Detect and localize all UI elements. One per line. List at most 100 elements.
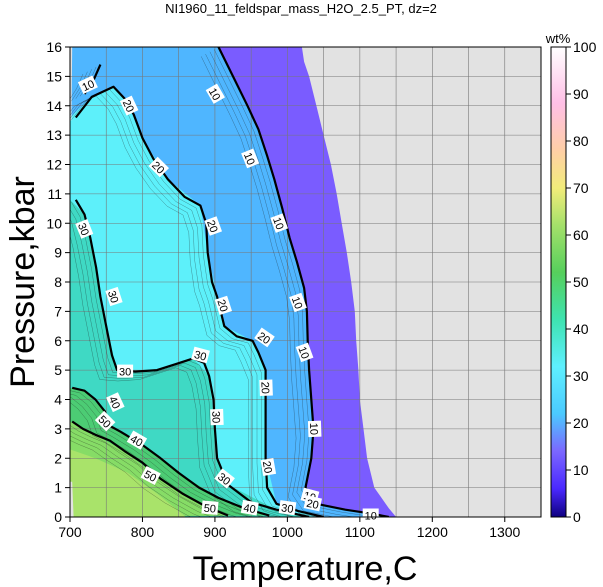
contour-label-box xyxy=(148,156,170,178)
x-tick-label: 1300 xyxy=(489,524,520,540)
contour-label-box xyxy=(94,410,116,432)
colorbar-tick-label: 20 xyxy=(573,415,589,431)
minor-contour-line xyxy=(70,234,253,517)
contour-label-box xyxy=(240,499,259,516)
minor-contour-line xyxy=(70,91,296,517)
contour-label-text: 30 xyxy=(209,411,221,424)
contour-label-box xyxy=(289,292,307,313)
contour-label-text: 10 xyxy=(80,78,96,94)
x-tick-label: 1200 xyxy=(417,524,448,540)
y-tick-label: 10 xyxy=(46,215,62,231)
contour-label: 30 xyxy=(75,219,94,239)
contour-label-text: 30 xyxy=(193,349,208,364)
contour-label-text: 50 xyxy=(203,503,216,516)
contour-label-box xyxy=(307,420,322,438)
contour-label-box xyxy=(204,216,223,236)
contour-label-box xyxy=(105,286,123,307)
colorbar-tick-label: 50 xyxy=(573,274,589,290)
contour-label: 20 xyxy=(303,495,322,512)
x-tick-label: 1000 xyxy=(272,524,303,540)
contour-labels: 10 20 10 20 10 20 30 10 20 10 30 20 30 30 10 40 20 50 30 40… xyxy=(75,75,379,523)
contour-label: 30 xyxy=(105,286,123,307)
y-tick-label: 16 xyxy=(46,39,62,55)
y-tick-label: 2 xyxy=(54,450,62,466)
contour-label-text: 10 xyxy=(295,345,310,361)
contour-label: 20 xyxy=(120,95,139,116)
contour-label-text: 10 xyxy=(289,295,304,311)
contour-label: 30 xyxy=(191,346,210,364)
contour-label: 30 xyxy=(278,500,297,516)
colorbar-tick-label: 100 xyxy=(573,39,597,55)
y-tick-label: 4 xyxy=(54,392,62,408)
y-tick-label: 9 xyxy=(54,245,62,261)
colorbar-tick-label: 80 xyxy=(573,133,589,149)
contour-label: 50 xyxy=(201,500,219,516)
contour-label: 50 xyxy=(140,465,161,485)
contour-label: 40 xyxy=(240,499,259,516)
colorbar-tick-label: 60 xyxy=(573,227,589,243)
contour-label-text: 20 xyxy=(214,298,229,313)
y-tick-label: 0 xyxy=(54,509,62,525)
contour-label: 20 xyxy=(204,216,223,236)
contour-label: 40 xyxy=(106,392,125,413)
y-tick-label: 7 xyxy=(54,303,62,319)
contour-label-box xyxy=(75,219,94,239)
contour-label: 30 xyxy=(214,468,235,489)
contour-label-text: 30 xyxy=(215,471,232,488)
contour-label: 30 xyxy=(209,408,224,426)
no-data-region xyxy=(70,47,73,121)
contour-label: 30 xyxy=(117,364,134,379)
contour-label-text: 20 xyxy=(255,330,272,347)
contour-label-text: 10 xyxy=(206,86,223,103)
contour-line-50 xyxy=(71,420,229,517)
contour-label-box xyxy=(140,465,161,485)
contour-label: 20 xyxy=(254,327,275,348)
contour-label-box xyxy=(205,83,225,104)
x-axis-title: Temperature,C xyxy=(193,550,418,587)
colorbar-tick-label: 40 xyxy=(573,321,589,337)
contour-label: 20 xyxy=(214,295,233,315)
chart-title: NI1960_11_feldspar_mass_H2O_2.5_PT, dz=2 xyxy=(165,1,437,16)
colorbar xyxy=(550,46,567,518)
y-tick-label: 8 xyxy=(54,274,62,290)
contour-label-box xyxy=(214,468,235,489)
contour-label-box xyxy=(270,213,289,233)
contour-label-text: 40 xyxy=(106,395,122,411)
contour-label-box xyxy=(303,495,322,512)
contour-label: 40 xyxy=(126,430,148,450)
contour-label: 10 xyxy=(205,83,225,104)
contour-label-box xyxy=(259,379,273,397)
contour-label-text: 20 xyxy=(260,460,274,474)
contour-label: 20 xyxy=(258,379,273,397)
colorbar-tick-label: 0 xyxy=(573,509,581,525)
minor-contour-line xyxy=(205,54,336,517)
contour-label-box xyxy=(126,430,148,450)
contour-label-box xyxy=(191,346,210,364)
contour-label: 20 xyxy=(260,458,277,477)
contour-label: 10 xyxy=(362,508,379,523)
colorbar-tick-label: 70 xyxy=(573,180,589,196)
y-tick-label: 1 xyxy=(54,480,62,496)
minor-contour-line xyxy=(70,430,212,517)
x-tick-label: 1100 xyxy=(345,524,375,540)
minor-contour-line xyxy=(70,440,192,517)
contour-label-box xyxy=(117,364,134,378)
contour-label-text: 30 xyxy=(105,289,120,304)
contour-label-text: 40 xyxy=(242,502,256,516)
contour-label-box xyxy=(210,408,224,426)
y-axis-title: Pressure,kbar xyxy=(4,176,42,388)
contour-label-text: 10 xyxy=(270,216,285,232)
contour-label: 10 xyxy=(307,420,322,438)
x-tick-label: 900 xyxy=(203,524,227,540)
contour-label: 10 xyxy=(241,148,260,169)
y-tick-label: 5 xyxy=(54,362,62,378)
contour-line-20 xyxy=(74,85,324,517)
minor-contour-line xyxy=(70,435,202,517)
colorbar-tick-label: 10 xyxy=(573,462,589,478)
contour-label-text: 50 xyxy=(142,469,158,485)
colorbar-tick-label: 30 xyxy=(573,368,589,384)
contour-label-box xyxy=(214,295,233,315)
y-tick-label: 14 xyxy=(46,98,62,114)
colorbar-ticks: 0 10 20 30 40 50 60 70 80 90 100 xyxy=(566,39,597,525)
